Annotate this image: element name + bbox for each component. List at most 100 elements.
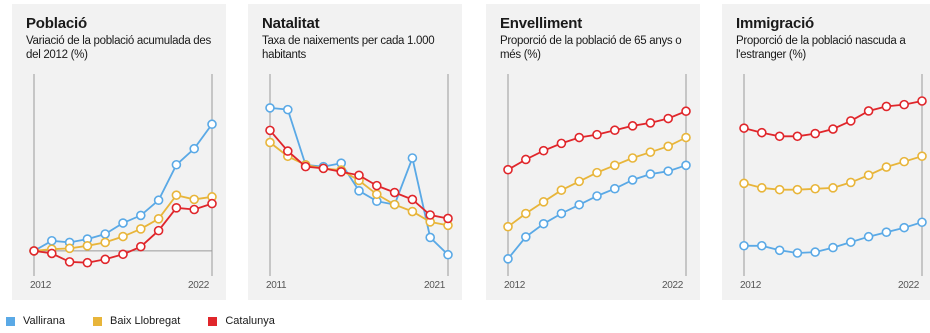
chart-subtitle: Variació de la població acumulada des de… bbox=[26, 35, 211, 61]
data-point-vallirana bbox=[881, 227, 892, 237]
data-point-catalunya bbox=[372, 180, 382, 191]
data-point-catalunya bbox=[863, 106, 874, 116]
data-point-catalunya bbox=[520, 154, 531, 165]
data-point-vallirana bbox=[265, 103, 275, 113]
data-point-catalunya bbox=[774, 131, 785, 142]
plot-area bbox=[739, 74, 927, 276]
data-point-catalunya bbox=[917, 96, 927, 106]
data-point-vallirana bbox=[503, 254, 513, 264]
legend: Vallirana Baix Llobregat Catalunya bbox=[6, 313, 303, 329]
data-point-vallirana bbox=[756, 240, 767, 251]
data-point-vallirana bbox=[681, 160, 691, 171]
data-point-baix-llobregat bbox=[774, 184, 785, 195]
data-point-baix-llobregat bbox=[899, 156, 909, 167]
data-point-catalunya bbox=[899, 99, 909, 110]
x-tick-label-end: 2021 bbox=[424, 280, 446, 291]
legend-swatch-baix-llobregat bbox=[93, 316, 102, 326]
data-point-vallirana bbox=[407, 153, 418, 163]
data-point-vallirana bbox=[574, 199, 584, 210]
data-point-vallirana bbox=[863, 231, 874, 242]
data-point-vallirana bbox=[556, 208, 567, 219]
data-point-catalunya bbox=[810, 128, 820, 139]
data-point-vallirana bbox=[425, 232, 435, 243]
data-point-vallirana bbox=[171, 159, 182, 170]
chart-title: Immigració bbox=[736, 15, 815, 32]
data-point-catalunya bbox=[681, 106, 691, 117]
chart-title: Natalitat bbox=[262, 15, 320, 32]
legend-label-catalunya: Catalunya bbox=[225, 315, 275, 327]
data-point-catalunya bbox=[756, 127, 767, 138]
data-point-catalunya bbox=[645, 118, 656, 128]
x-tick-label-start: 2012 bbox=[504, 280, 526, 291]
data-point-catalunya bbox=[592, 129, 602, 140]
data-point-vallirana bbox=[846, 237, 856, 247]
data-point-baix-llobregat bbox=[82, 241, 93, 251]
chart-subtitle: Proporció de la població nascuda a l'est… bbox=[736, 35, 906, 61]
data-point-catalunya bbox=[610, 125, 620, 136]
plot-area bbox=[503, 74, 691, 276]
data-point-baix-llobregat bbox=[863, 170, 874, 180]
series-line-baix-llobregat bbox=[507, 136, 687, 228]
data-point-catalunya bbox=[739, 123, 749, 133]
data-point-baix-llobregat bbox=[846, 177, 856, 188]
data-point-catalunya bbox=[118, 249, 128, 260]
data-point-catalunya bbox=[318, 163, 329, 174]
data-point-baix-llobregat bbox=[828, 183, 838, 193]
x-tick-label-start: 2012 bbox=[30, 280, 52, 291]
chart-panel-immigraci: Immigració Proporció de la població nascu… bbox=[722, 4, 930, 300]
data-point-catalunya bbox=[46, 248, 57, 259]
data-point-catalunya bbox=[282, 146, 293, 156]
x-tick-label-start: 2012 bbox=[740, 280, 762, 291]
data-point-catalunya bbox=[556, 138, 567, 149]
data-point-baix-llobregat bbox=[663, 141, 673, 152]
data-point-baix-llobregat bbox=[556, 185, 567, 195]
data-point-baix-llobregat bbox=[610, 160, 620, 171]
data-point-vallirana bbox=[592, 191, 602, 201]
x-tick-label-end: 2022 bbox=[662, 280, 684, 291]
data-point-baix-llobregat bbox=[627, 153, 638, 163]
legend-label-vallirana: Vallirana bbox=[23, 315, 65, 327]
data-point-baix-llobregat bbox=[739, 178, 749, 189]
legend-swatch-vallirana bbox=[6, 316, 15, 326]
data-point-catalunya bbox=[82, 257, 93, 268]
data-point-catalunya bbox=[627, 121, 638, 131]
data-point-catalunya bbox=[389, 187, 400, 198]
data-point-baix-llobregat bbox=[153, 214, 164, 224]
data-point-vallirana bbox=[153, 195, 164, 206]
x-tick-label-end: 2022 bbox=[188, 280, 210, 291]
data-point-baix-llobregat bbox=[171, 190, 182, 200]
data-point-baix-llobregat bbox=[881, 162, 892, 172]
data-point-catalunya bbox=[29, 246, 39, 256]
plot-area bbox=[265, 74, 453, 276]
data-point-catalunya bbox=[354, 170, 364, 181]
data-point-catalunya bbox=[538, 145, 549, 156]
data-point-baix-llobregat bbox=[265, 137, 275, 148]
data-point-baix-llobregat bbox=[372, 189, 382, 200]
data-point-catalunya bbox=[663, 113, 673, 124]
legend-swatch-catalunya bbox=[208, 316, 218, 326]
data-point-catalunya bbox=[189, 204, 199, 215]
data-point-baix-llobregat bbox=[792, 184, 803, 195]
data-point-catalunya bbox=[100, 254, 110, 265]
data-point-baix-llobregat bbox=[520, 208, 531, 219]
data-point-vallirana bbox=[610, 183, 620, 194]
data-point-baix-llobregat bbox=[64, 243, 75, 254]
series-line-vallirana bbox=[507, 164, 687, 260]
series-line-catalunya bbox=[507, 110, 687, 171]
data-point-baix-llobregat bbox=[538, 197, 549, 207]
legend-item-baix-llobregat: Baix Llobregat bbox=[93, 315, 180, 327]
chart-panel-natalitat: Natalitat Taxa de naixements per cada 1.0… bbox=[248, 4, 462, 300]
data-point-vallirana bbox=[118, 218, 128, 228]
data-point-catalunya bbox=[846, 116, 856, 126]
x-tick-label-end: 2022 bbox=[898, 280, 920, 291]
data-point-baix-llobregat bbox=[810, 183, 820, 194]
data-point-catalunya bbox=[574, 132, 584, 143]
plot-area bbox=[29, 74, 217, 276]
legend-label-baix-llobregat: Baix Llobregat bbox=[110, 315, 181, 327]
legend-item-vallirana: Vallirana bbox=[6, 315, 65, 327]
data-point-baix-llobregat bbox=[389, 199, 400, 210]
data-point-baix-llobregat bbox=[118, 231, 128, 242]
x-tick-label-start: 2011 bbox=[266, 280, 287, 291]
data-point-baix-llobregat bbox=[407, 206, 418, 217]
data-point-vallirana bbox=[189, 143, 199, 154]
